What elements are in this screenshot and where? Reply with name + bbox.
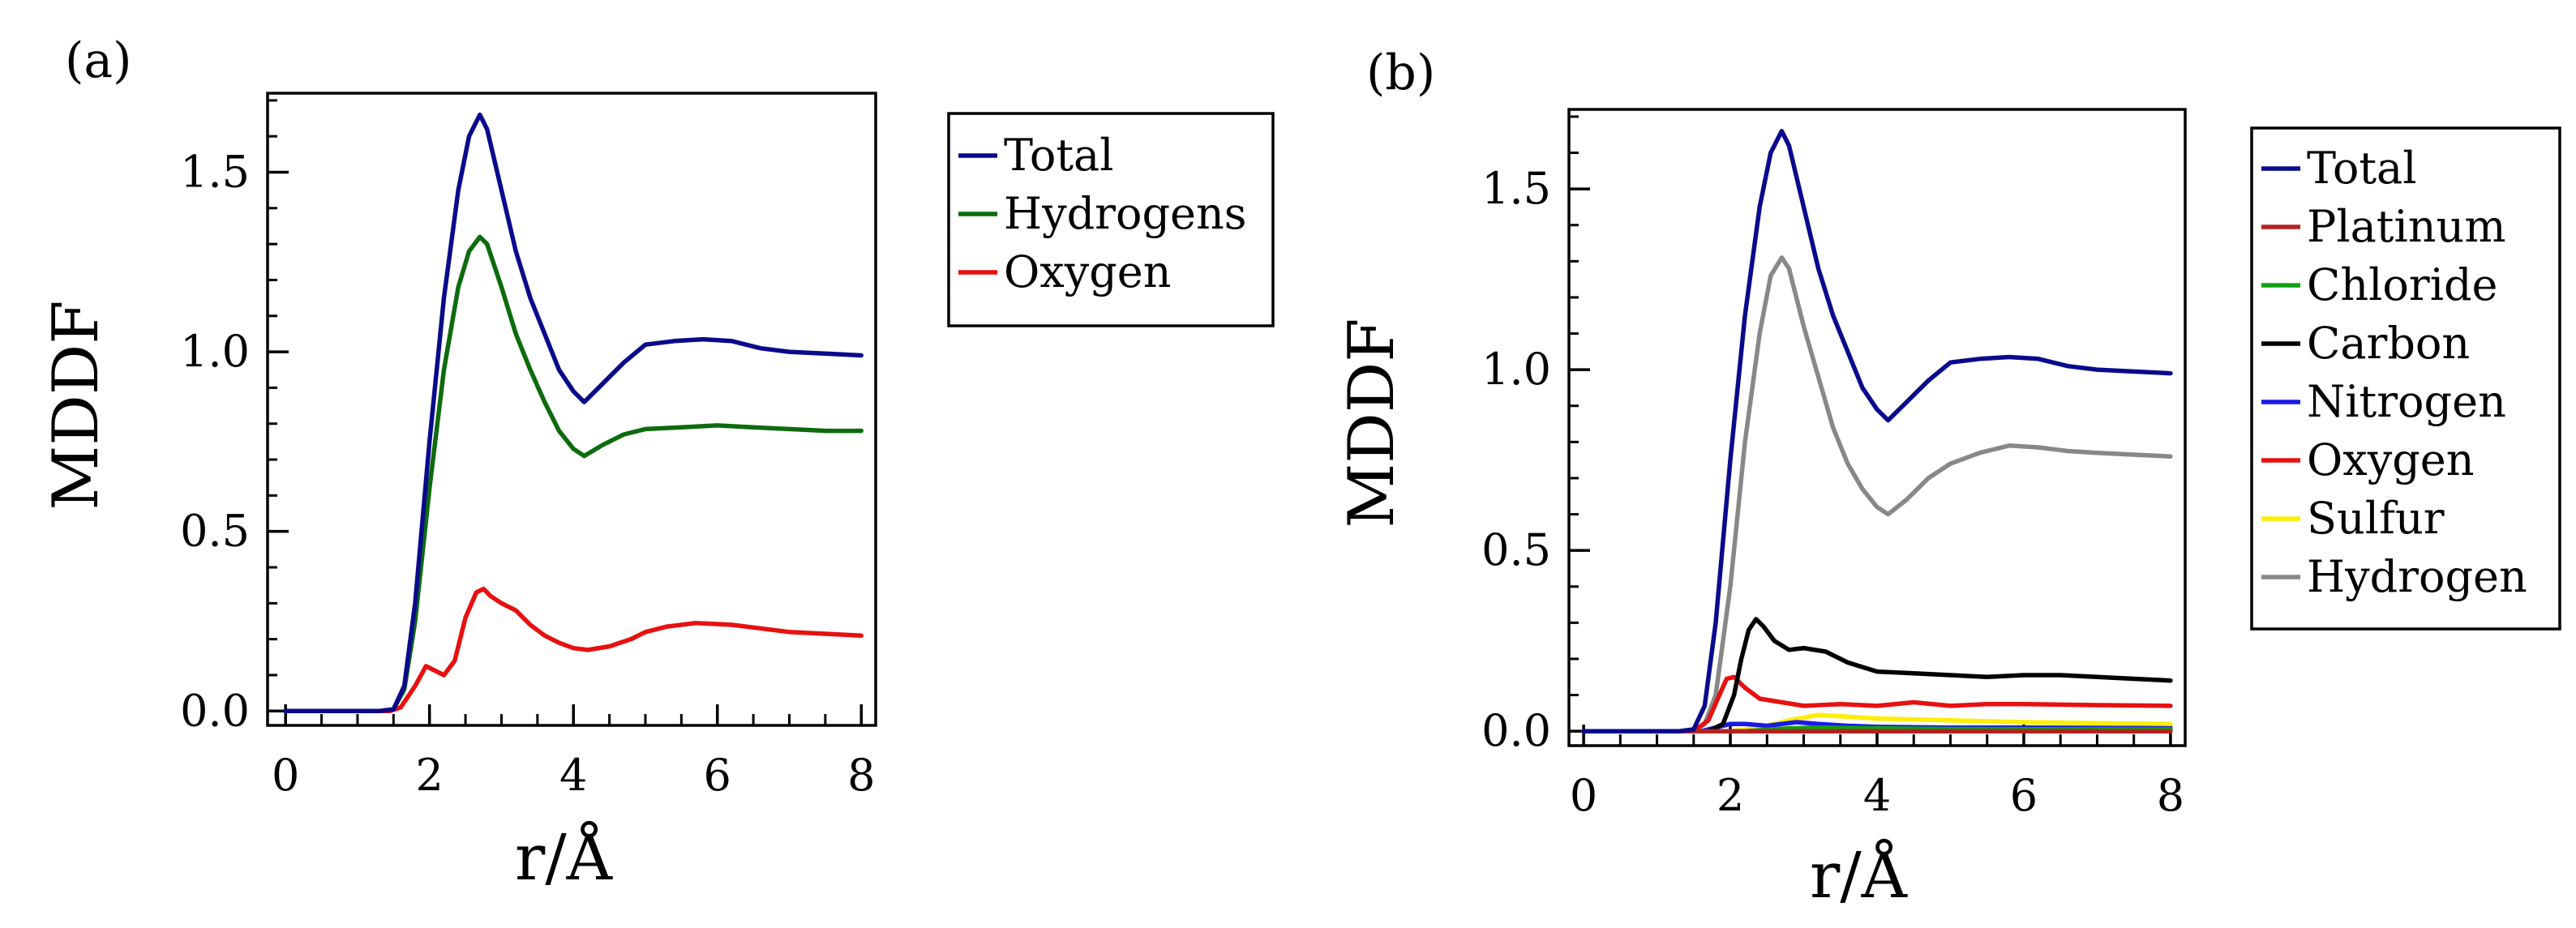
panel-a-x-tick-label: 8 [847, 750, 875, 801]
panel-a-legend-label: Total [1004, 130, 1114, 181]
panel-b-xlabel: r/Å [1810, 838, 1909, 913]
panel-b-legend-label: Total [2307, 143, 2417, 194]
panel-b-series-oxygen [1581, 674, 2173, 733]
panel-a-xlabel: r/Å [515, 820, 614, 895]
panel-b-x-tick-label: 4 [1863, 770, 1891, 821]
panel-a-legend-box [947, 112, 1275, 327]
panel-b-x-tick-label: 6 [2010, 770, 2038, 821]
panel-a-plot-frame [266, 92, 877, 727]
panel-a-y-tick-label: 1.0 [180, 326, 250, 377]
panel-b-legend-label: Hydrogen [2307, 551, 2527, 602]
panel-b-legend-label: Oxygen [2307, 434, 2475, 485]
panel-b-ylabel: MDDF [1335, 318, 1408, 528]
panel-a-legend-label: Hydrogens [1004, 188, 1247, 239]
panel-b-plot-frame [1567, 108, 2187, 747]
panel-b-legend: Total Platinum Chloride Carbon Nitrogen Oxyge… [2250, 126, 2561, 631]
panel-b-y-tick-label: 0.5 [1481, 524, 1551, 575]
panel-a-plot: 0 2 4 6 8 0.0 0.5 1.0 1.5 [180, 92, 877, 801]
panel-a-series-total [283, 112, 864, 714]
panel-a-legend: Total Hydrogens Oxygen [947, 112, 1275, 327]
panel-a-series-hydrogens [283, 234, 864, 714]
panel-a-y-tick-label: 0.0 [180, 685, 250, 736]
panel-a-y-tick-label: 1.5 [180, 147, 250, 198]
panel-b-y-tick-label: 0.0 [1481, 705, 1551, 756]
panel-b-y-tick-label: 1.5 [1481, 163, 1551, 214]
panel-a-series-oxygen [283, 586, 864, 714]
panel-a: (a) MDDF r/Å 0 2 4 6 8 0.0 0.5 1.0 1.5 Total Hydr… [40, 32, 1275, 895]
panel-a-x-tick-label: 4 [559, 750, 587, 801]
panel-a-legend-label: Oxygen [1004, 246, 1172, 297]
panel-a-y-tick-label: 0.5 [180, 506, 250, 557]
panel-b-x-tick-label: 0 [1570, 770, 1597, 821]
panel-b-x-tick-label: 2 [1717, 770, 1744, 821]
panel-b-legend-label: Carbon [2307, 318, 2470, 369]
panel-b-legend-label: Sulfur [2307, 493, 2445, 544]
panel-b-legend-label: Chloride [2307, 259, 2498, 310]
panel-a-x-tick-label: 2 [416, 750, 444, 801]
panel-b-plot: 0 2 4 6 8 0.0 0.5 1.0 1.5 [1481, 108, 2187, 821]
panel-b: (b) MDDF r/Å 0 2 4 6 8 0.0 0.5 1.0 1.5 Total Plat… [1335, 45, 2561, 913]
panel-b-legend-label: Platinum [2307, 201, 2506, 252]
panel-b-series-total [1581, 129, 2173, 733]
panel-b-series-hydrogen [1581, 255, 2173, 733]
panel-b-series-carbon [1581, 617, 2173, 733]
panel-b-x-tick-label: 8 [2157, 770, 2184, 821]
panel-b-label: (b) [1366, 45, 1435, 101]
panel-a-label: (a) [65, 32, 132, 89]
panel-b-y-tick-label: 1.0 [1481, 344, 1551, 395]
panel-b-legend-box [2250, 126, 2561, 631]
panel-b-legend-label: Nitrogen [2307, 376, 2506, 427]
panel-a-x-tick-label: 6 [704, 750, 731, 801]
panel-a-ylabel: MDDF [40, 300, 113, 510]
panel-a-x-tick-label: 0 [272, 750, 299, 801]
